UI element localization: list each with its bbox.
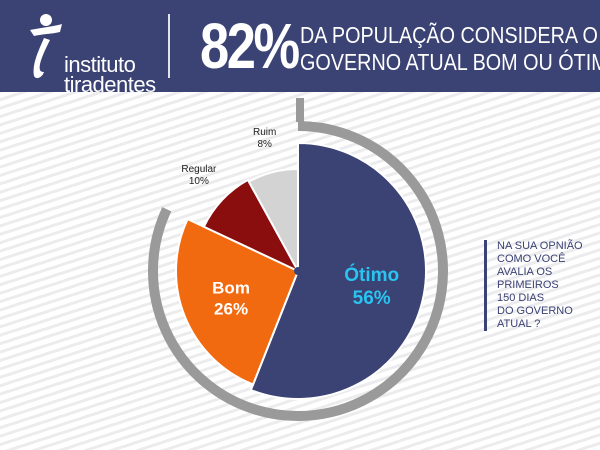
headline-percentage: 82%	[200, 10, 300, 82]
pie-slice-regular	[202, 178, 301, 274]
logo-text-line2: tiradentes	[64, 72, 156, 97]
question-line: DO GOVERNO	[497, 305, 573, 317]
question-line: COMO VOCÊ	[497, 253, 566, 265]
survey-question: NA SUA OPNIÃO COMO VOCÊ AVALIA OS PRIMEI…	[484, 240, 600, 331]
slice-label: Ruim	[253, 127, 276, 138]
question-line: 150 DIAS	[497, 292, 545, 304]
slice-value-label: 10%	[189, 176, 209, 187]
pie-slice-otimo	[249, 141, 427, 400]
pie-center-dot	[294, 267, 302, 275]
logo-figure-icon	[30, 14, 62, 79]
question-line: AVALIA OS	[497, 266, 553, 278]
question-line: PRIMEIROS	[497, 279, 559, 291]
slice-label: Regular	[181, 164, 217, 175]
slice-label: Bom	[212, 279, 250, 298]
headline-text: DA POPULAÇÃO CONSIDERA O GOVERNO ATUAL B…	[300, 22, 600, 76]
question-line: ATUAL ?	[497, 318, 541, 330]
slice-value-label: 8%	[257, 139, 272, 150]
headline-line2: GOVERNO ATUAL BOM OU ÓTIMO	[300, 49, 600, 75]
slice-value-label: 26%	[214, 300, 248, 319]
pie-slice-bom	[175, 217, 300, 386]
header-divider	[168, 14, 170, 78]
ring-tick-mark	[296, 98, 304, 122]
question-line: NA SUA OPNIÃO	[497, 240, 583, 252]
header-banner: instituto tiradentes 82% DA POPULAÇÃO CO…	[0, 0, 600, 96]
headline-line1: DA POPULAÇÃO CONSIDERA O	[300, 22, 598, 48]
institute-logo: instituto tiradentes	[22, 12, 172, 96]
logo-text-line1: instituto	[64, 52, 136, 77]
slice-label: Ótimo	[344, 264, 399, 286]
decorative-ring	[148, 121, 448, 421]
slice-value-label: 56%	[353, 288, 391, 309]
pie-slice-ruim	[247, 167, 299, 272]
